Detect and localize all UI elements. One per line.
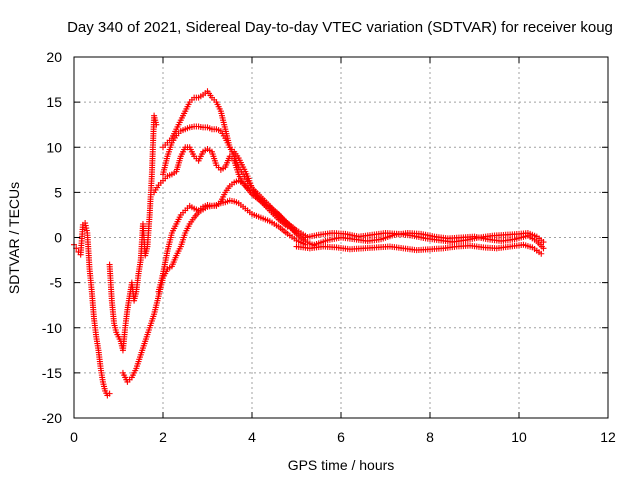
x-tick-label: 4 bbox=[248, 429, 256, 445]
chart-title: Day 340 of 2021, Sidereal Day-to-day VTE… bbox=[67, 19, 613, 36]
x-tick-label: 0 bbox=[70, 429, 78, 445]
x-tick-label: 6 bbox=[337, 429, 345, 445]
y-tick-label: 0 bbox=[54, 230, 62, 246]
y-tick-label: 15 bbox=[46, 94, 62, 110]
sdtvar-chart: Day 340 of 2021, Sidereal Day-to-day VTE… bbox=[0, 0, 640, 480]
y-tick-label: -5 bbox=[50, 275, 63, 291]
y-tick-label: 10 bbox=[46, 139, 62, 155]
y-tick-label: -15 bbox=[42, 365, 62, 381]
y-tick-label: 5 bbox=[54, 184, 62, 200]
x-tick-label: 2 bbox=[159, 429, 167, 445]
x-axis-label: GPS time / hours bbox=[288, 457, 395, 473]
x-tick-label: 12 bbox=[600, 429, 616, 445]
y-tick-label: -20 bbox=[42, 410, 62, 426]
y-tick-label: -10 bbox=[42, 320, 62, 336]
x-tick-label: 10 bbox=[511, 429, 527, 445]
y-axis-label: SDTVAR / TECUs bbox=[6, 182, 22, 294]
x-tick-label: 8 bbox=[426, 429, 434, 445]
y-tick-label: 20 bbox=[46, 49, 62, 65]
